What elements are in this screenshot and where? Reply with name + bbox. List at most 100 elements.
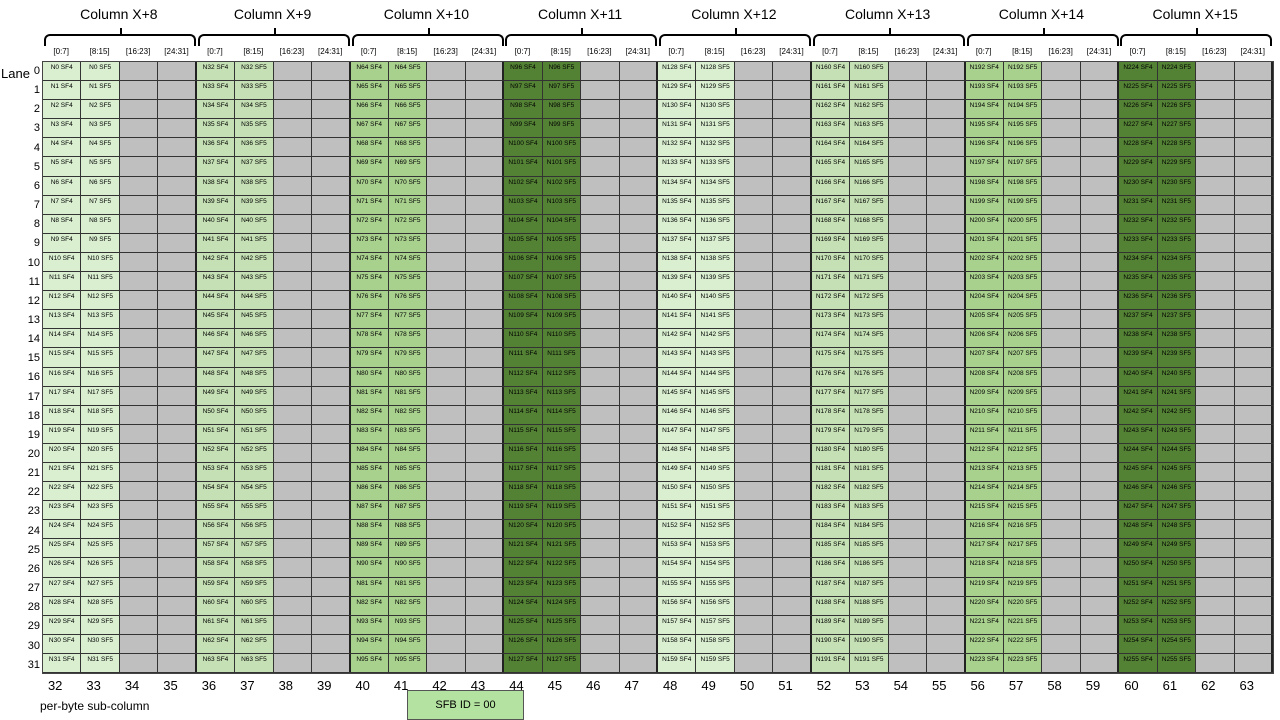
- empty-cell: [619, 367, 658, 386]
- empty-cell: [619, 615, 658, 634]
- empty-cell: [465, 329, 505, 348]
- empty-cell: [158, 424, 197, 443]
- data-cell: N28 SF4: [43, 596, 82, 615]
- data-cell: N75 SF4: [350, 272, 389, 291]
- data-cell: N14 SF5: [81, 329, 120, 348]
- data-cell: N66 SF4: [350, 100, 389, 119]
- empty-cell: [927, 424, 966, 443]
- empty-cell: [273, 157, 313, 176]
- data-cell: N181 SF5: [850, 462, 889, 482]
- empty-cell: [1080, 100, 1120, 119]
- data-cell: N133 SF5: [696, 157, 735, 176]
- data-cell: N152 SF5: [696, 520, 735, 539]
- data-cell: N136 SF5: [696, 214, 735, 233]
- empty-cell: [927, 539, 966, 558]
- data-cell: N188 SF4: [811, 596, 851, 615]
- empty-cell: [465, 367, 505, 386]
- empty-cell: [888, 81, 928, 100]
- empty-cell: [773, 462, 812, 482]
- empty-cell: [734, 539, 774, 558]
- lane-row: N22 SF4 N22 SF5 N54 SF4 N54 SF5 N86 SF4 N86 S…: [43, 482, 1273, 502]
- empty-cell: [1234, 386, 1273, 405]
- data-cell: N90 SF5: [388, 558, 428, 577]
- empty-cell: [1196, 443, 1235, 462]
- data-cell: N220 SF5: [1003, 596, 1043, 615]
- brace-tick: [427, 28, 430, 36]
- data-cell: N40 SF5: [235, 214, 274, 233]
- empty-cell: [119, 195, 159, 214]
- empty-cell: [734, 252, 774, 272]
- empty-cell: [888, 100, 928, 119]
- empty-cell: [1234, 634, 1273, 653]
- data-cell: N179 SF4: [811, 424, 851, 443]
- data-cell: N109 SF5: [542, 310, 582, 329]
- sub-column-label: [16:23]: [1202, 47, 1227, 56]
- empty-cell: [465, 348, 505, 367]
- lane-number: 15: [27, 352, 40, 365]
- data-cell: N19 SF5: [81, 424, 120, 443]
- empty-cell: [1234, 138, 1273, 157]
- data-cell: N55 SF5: [235, 501, 274, 520]
- empty-cell: [1234, 462, 1273, 482]
- data-cell: N83 SF4: [350, 424, 389, 443]
- data-cell: N44 SF5: [235, 291, 274, 310]
- empty-cell: [465, 653, 505, 672]
- data-cell: N23 SF5: [81, 501, 120, 520]
- data-cell: N206 SF4: [965, 329, 1004, 348]
- data-cell: N39 SF4: [196, 195, 236, 214]
- data-cell: N83 SF5: [388, 424, 428, 443]
- data-cell: N228 SF4: [1119, 138, 1158, 157]
- data-cell: N11 SF4: [43, 272, 82, 291]
- sub-column-label: [8:15]: [858, 47, 879, 56]
- lane-row: N2 SF4 N2 SF5 N34 SF4 N34 SF5 N66 SF4 N66 SF5…: [43, 100, 1273, 120]
- data-cell: N170 SF4: [811, 252, 851, 272]
- data-cell: N217 SF4: [965, 539, 1004, 558]
- empty-cell: [619, 577, 658, 596]
- data-cell: N71 SF5: [388, 195, 428, 214]
- empty-cell: [1196, 233, 1235, 252]
- data-cell: N18 SF5: [81, 405, 120, 424]
- data-cell: N125 SF4: [504, 615, 543, 634]
- empty-cell: [465, 252, 505, 272]
- data-cell: N230 SF5: [1157, 176, 1197, 195]
- data-cell: N160 SF5: [850, 62, 889, 81]
- data-cell: N48 SF4: [196, 367, 236, 386]
- column-number: 46: [586, 678, 601, 693]
- data-cell: N162 SF4: [811, 100, 851, 119]
- data-cell: N142 SF4: [658, 329, 697, 348]
- data-cell: N0 SF5: [81, 62, 120, 81]
- lane-row: N19 SF4 N19 SF5 N51 SF4 N51 SF5 N83 SF4 N83 S…: [43, 424, 1273, 444]
- lane-number: 9: [33, 237, 40, 250]
- data-cell: N243 SF4: [1119, 424, 1158, 443]
- empty-cell: [1042, 310, 1081, 329]
- empty-cell: [312, 176, 351, 195]
- data-cell: N109 SF4: [504, 310, 543, 329]
- lane-number: 5: [33, 160, 40, 173]
- column-number: 36: [201, 678, 217, 693]
- empty-cell: [581, 367, 620, 386]
- data-cell: N64 SF4: [350, 62, 389, 81]
- empty-cell: [273, 520, 313, 539]
- data-cell: N29 SF5: [81, 615, 120, 634]
- data-cell: N46 SF4: [196, 329, 236, 348]
- data-cell: N155 SF4: [658, 577, 697, 596]
- legend-sfb-id: SFB ID = 00: [407, 690, 524, 720]
- data-cell: N185 SF5: [850, 539, 889, 558]
- lane-number: 25: [27, 543, 40, 556]
- empty-cell: [581, 424, 620, 443]
- empty-cell: [619, 100, 658, 119]
- data-cell: N93 SF4: [350, 615, 389, 634]
- data-cell: N189 SF5: [850, 615, 889, 634]
- data-cell: N140 SF5: [696, 291, 735, 310]
- empty-cell: [158, 348, 197, 367]
- data-cell: N195 SF4: [965, 119, 1004, 138]
- lane-number: 31: [27, 658, 40, 671]
- empty-cell: [734, 577, 774, 596]
- data-cell: N138 SF4: [658, 252, 697, 272]
- empty-cell: [427, 81, 466, 100]
- data-cell: N94 SF5: [388, 634, 428, 653]
- data-cell: N68 SF5: [388, 138, 428, 157]
- data-cell: N17 SF4: [43, 386, 82, 405]
- empty-cell: [1042, 81, 1081, 100]
- data-cell: N86 SF5: [388, 482, 428, 501]
